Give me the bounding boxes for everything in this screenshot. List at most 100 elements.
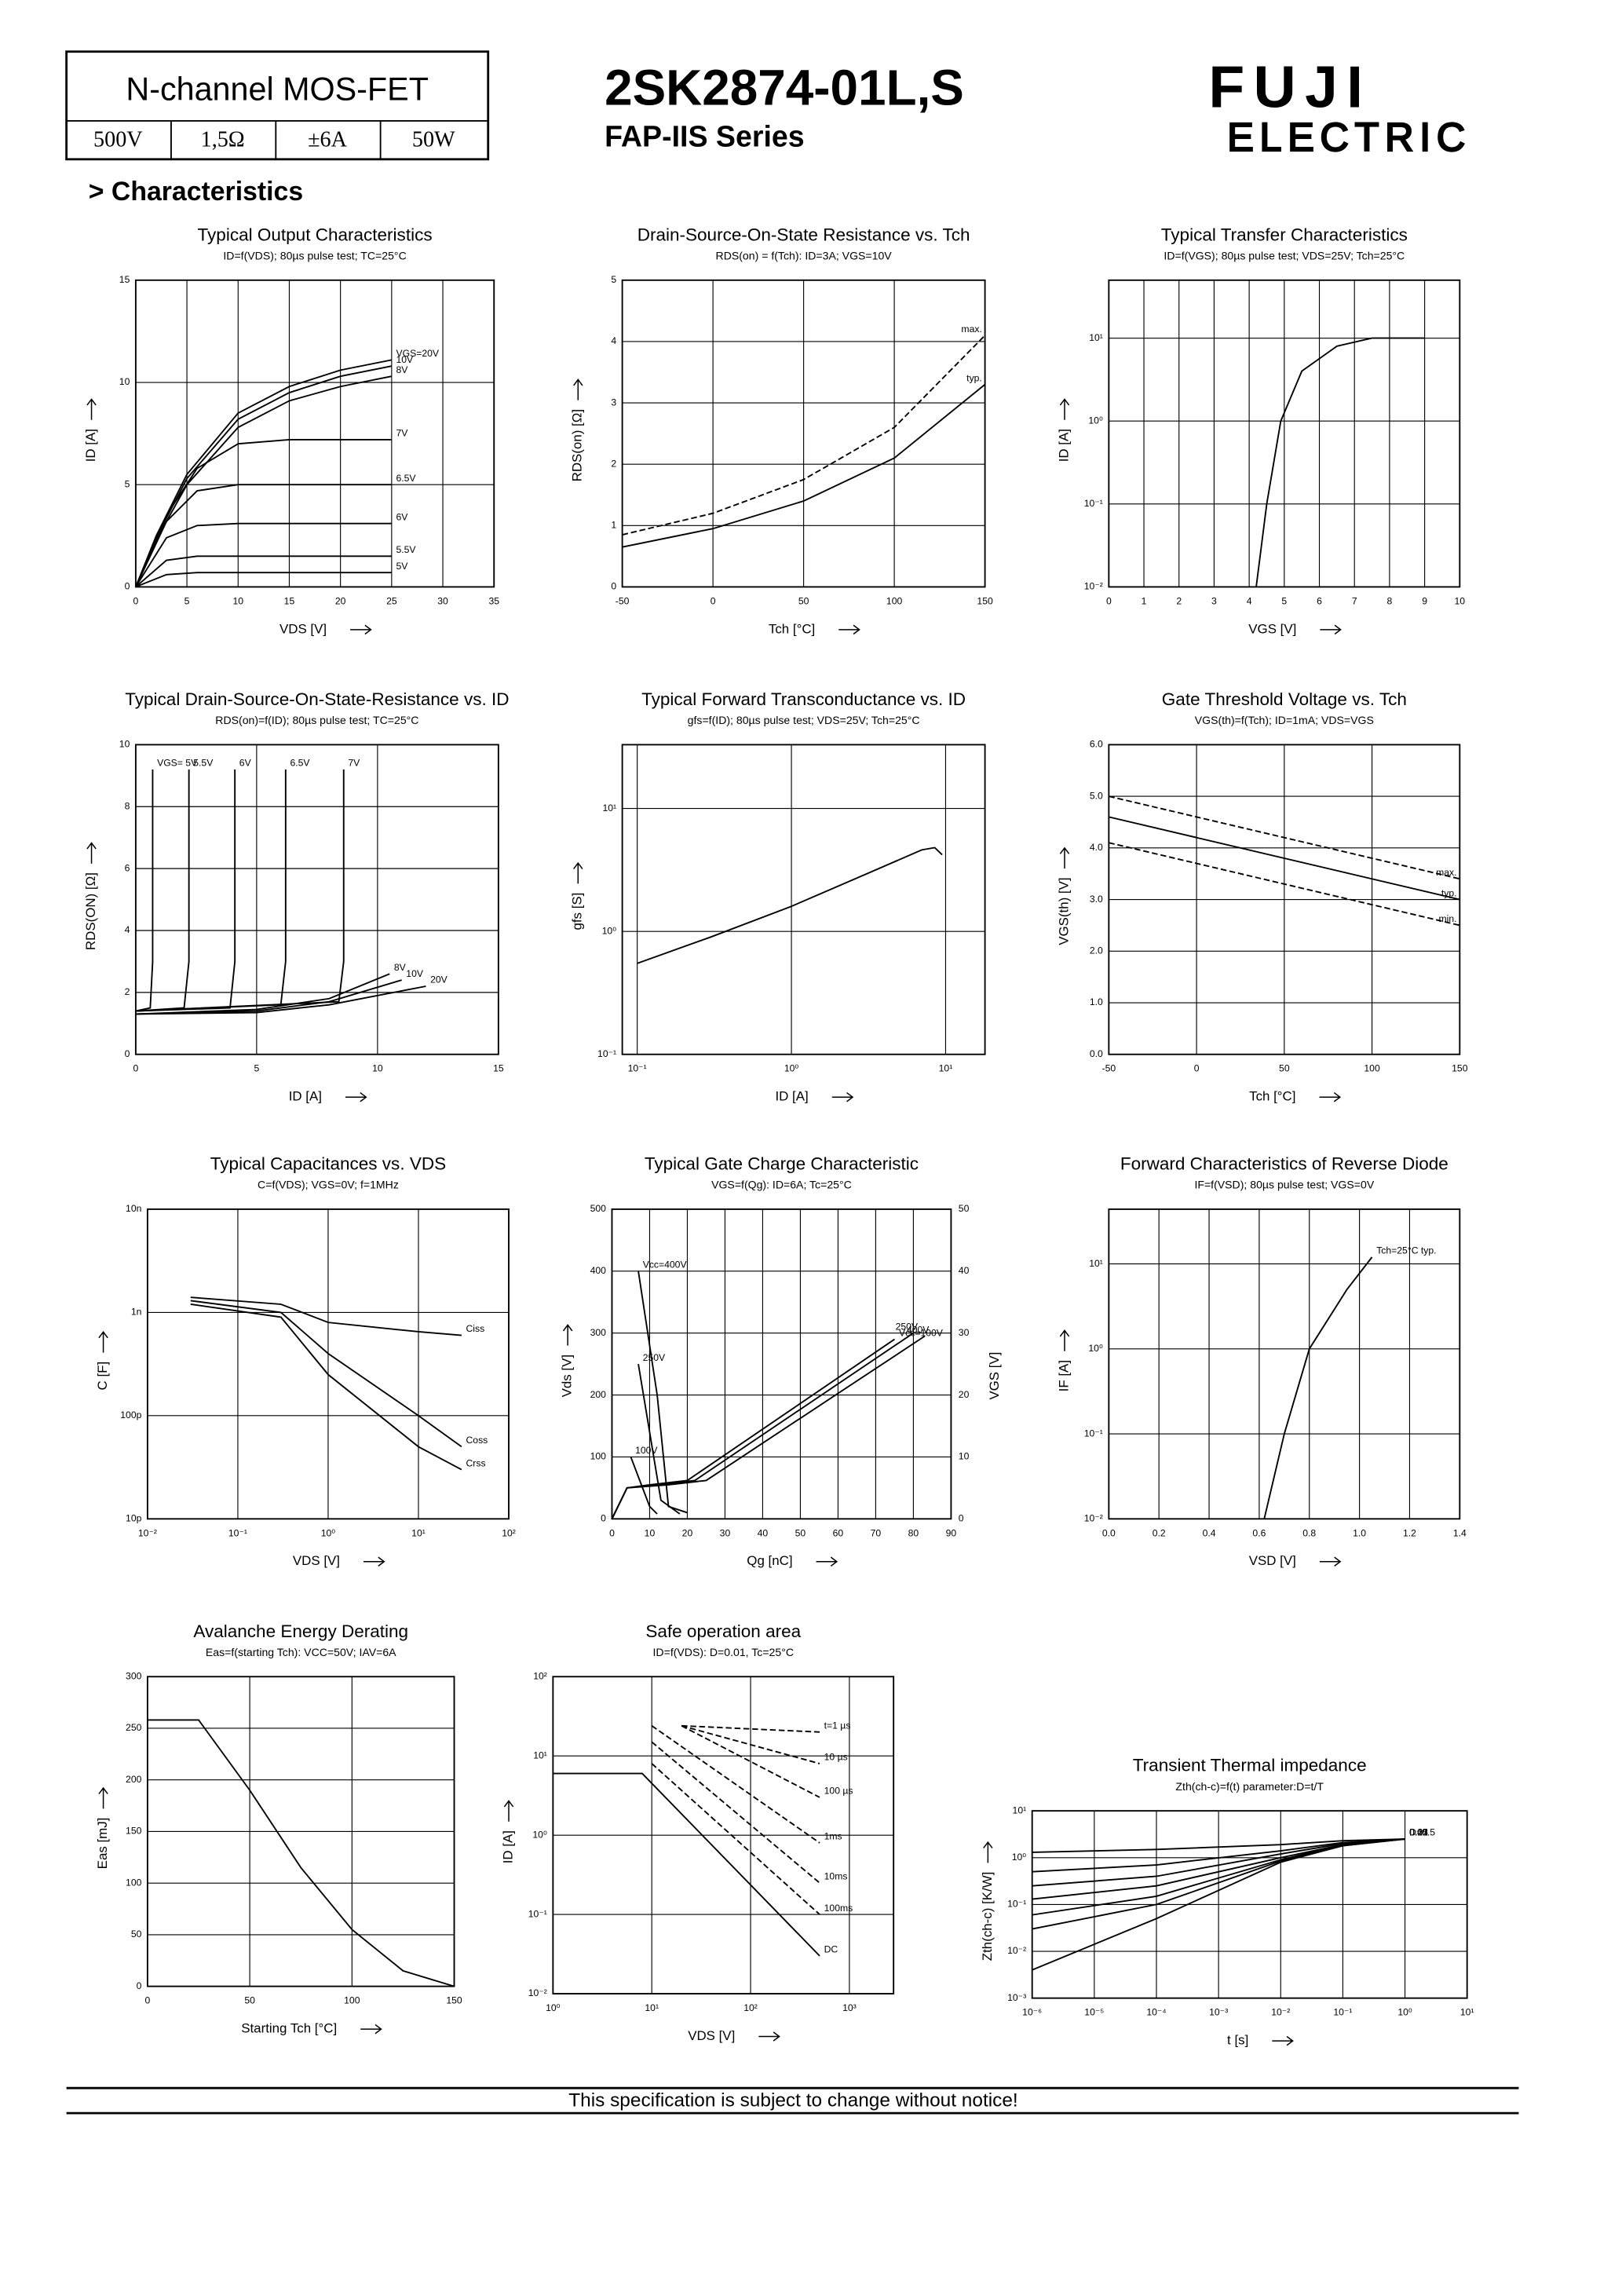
x-axis-label: Qg [nC] <box>747 1553 792 1568</box>
curve-label: 1ms <box>824 1831 842 1842</box>
chart-subtitle: Zth(ch-c)=f(t) parameter:D=t/T <box>1175 1780 1324 1793</box>
x-tick-label: 1.2 <box>1403 1527 1416 1538</box>
plot-frame <box>134 279 495 588</box>
curve-label: t=1 µs <box>824 1720 851 1731</box>
chart-subtitle: Eas=f(starting Tch): VCC=50V; IAV=6A <box>206 1646 396 1658</box>
x-tick-label: 20 <box>335 595 346 606</box>
curve <box>651 1763 820 1915</box>
y-axis-label: Eas [mJ] <box>95 1818 110 1870</box>
axis-arrow <box>350 624 372 635</box>
x-tick-label: 15 <box>493 1063 504 1074</box>
axis-arrow <box>86 842 97 864</box>
x-tick-label: 10⁰ <box>1397 2007 1412 2018</box>
curve-label: 100ms <box>824 1903 853 1914</box>
y-axis-label: Vds [V] <box>560 1355 575 1397</box>
x-tick-label: 0.0 <box>1102 1527 1116 1538</box>
curve-label: DC <box>824 1944 838 1955</box>
curve-label: 7V <box>396 428 408 439</box>
curve <box>1263 1256 1373 1519</box>
curve <box>135 769 190 1012</box>
curve-label: 0.02 <box>1409 1827 1428 1838</box>
y-tick-label: 10⁻¹ <box>1007 1899 1026 1910</box>
rating: 50W <box>412 128 455 152</box>
y-tick-label: 10⁰ <box>602 925 617 936</box>
chart-title: Typical Drain-Source-On-State-Resistance… <box>125 689 509 709</box>
y-tick-label: 0 <box>601 1513 606 1524</box>
chart-title: Typical Capacitances vs. VDS <box>210 1154 446 1174</box>
curve-label: Ciss <box>466 1323 485 1334</box>
x-tick-label: 0 <box>609 1527 615 1538</box>
x-tick-label: 1 <box>1142 595 1147 606</box>
y-tick-label: 2 <box>611 458 616 469</box>
axis-arrow <box>363 1556 385 1567</box>
y-tick-label: 15 <box>119 274 130 285</box>
axis-arrow <box>1319 1556 1342 1567</box>
rating: ±6A <box>308 128 348 152</box>
y-axis-label: ID [A] <box>500 1830 515 1863</box>
x-tick-label: 10 <box>1455 595 1466 606</box>
x-tick-label: 150 <box>446 1995 462 2006</box>
y-axis-label: Zth(ch-c) [K/W] <box>980 1872 995 1961</box>
y-axis-label: RDS(ON) [Ω] <box>83 872 98 950</box>
chart-title: Typical Forward Transconductance vs. ID <box>641 689 966 709</box>
x-tick-label: 90 <box>946 1527 957 1538</box>
axis-arrow <box>838 624 860 635</box>
curve-label: 400V <box>907 1324 930 1335</box>
y-tick-label: 10¹ <box>533 1749 547 1760</box>
y-tick-label: 4.0 <box>1090 842 1103 853</box>
logo-bottom: ELECTRIC <box>1227 115 1471 159</box>
x-tick-label: 15 <box>284 595 295 606</box>
y-axis-label: RDS(on) [Ω] <box>570 409 585 481</box>
y-tick-label: 6 <box>125 862 130 873</box>
x-tick-label: 10⁰ <box>546 2002 561 2013</box>
plot-frame <box>611 1208 952 1520</box>
x-tick-label: 10⁰ <box>784 1063 799 1074</box>
x-tick-label: 150 <box>1452 1063 1468 1074</box>
y-axis-label: ID [A] <box>83 429 98 462</box>
curve <box>1109 816 1460 901</box>
y-tick-label: 10⁻² <box>1084 581 1103 592</box>
rating: 500V <box>93 128 143 152</box>
x-tick-label: 10⁻¹ <box>628 1063 647 1074</box>
curve <box>611 1335 926 1519</box>
y-tick-label: 10⁻¹ <box>1084 1428 1103 1439</box>
axis-arrow <box>573 861 583 884</box>
x-tick-label: 9 <box>1422 595 1427 606</box>
x-axis-label: t [s] <box>1227 2033 1248 2048</box>
x-axis-label: Tch [°C] <box>769 621 815 636</box>
y-tick-label: 300 <box>126 1670 142 1681</box>
curve-label: 7V <box>348 758 360 769</box>
curve <box>135 769 287 1012</box>
y2-tick-label: 20 <box>959 1389 970 1400</box>
curve-label: 8V <box>394 962 407 973</box>
x-tick-label: 60 <box>833 1527 844 1538</box>
y-tick-label: 10⁰ <box>532 1829 547 1840</box>
x-axis-label: ID [A] <box>289 1089 322 1104</box>
y-tick-label: 4 <box>611 335 616 346</box>
curve <box>622 335 986 536</box>
y-tick-label: 4 <box>125 924 130 935</box>
y-tick-label: 100 <box>126 1877 142 1888</box>
y-tick-label: 5 <box>611 274 616 285</box>
curve <box>135 572 392 588</box>
x-tick-label: 100 <box>886 595 903 606</box>
x-tick-label: -50 <box>616 595 630 606</box>
chart-title: Typical Gate Charge Characteristic <box>645 1154 919 1174</box>
y-tick-label: 10⁻² <box>528 1987 547 1998</box>
chart-subtitle: ID=f(VDS): D=0.01, Tc=25°C <box>653 1646 794 1658</box>
chart-title: Safe operation area <box>645 1621 801 1641</box>
curve-label: 6V <box>396 511 408 522</box>
y-tick-label: 8 <box>125 800 130 811</box>
x-tick-label: 10⁻² <box>1271 2007 1290 2018</box>
x-tick-label: 35 <box>488 595 499 606</box>
curve <box>135 979 402 1015</box>
curve-label: Tch=25°C typ. <box>1376 1245 1436 1256</box>
x-tick-label: 10⁻² <box>138 1527 157 1538</box>
y-tick-label: 0 <box>125 581 130 592</box>
x-axis-label: VSD [V] <box>1249 1553 1296 1568</box>
curve <box>1032 1838 1405 1853</box>
curve <box>135 769 236 1012</box>
curve <box>135 375 393 587</box>
x-tick-label: 10¹ <box>939 1063 953 1074</box>
curve-label: 10 µs <box>824 1752 848 1763</box>
